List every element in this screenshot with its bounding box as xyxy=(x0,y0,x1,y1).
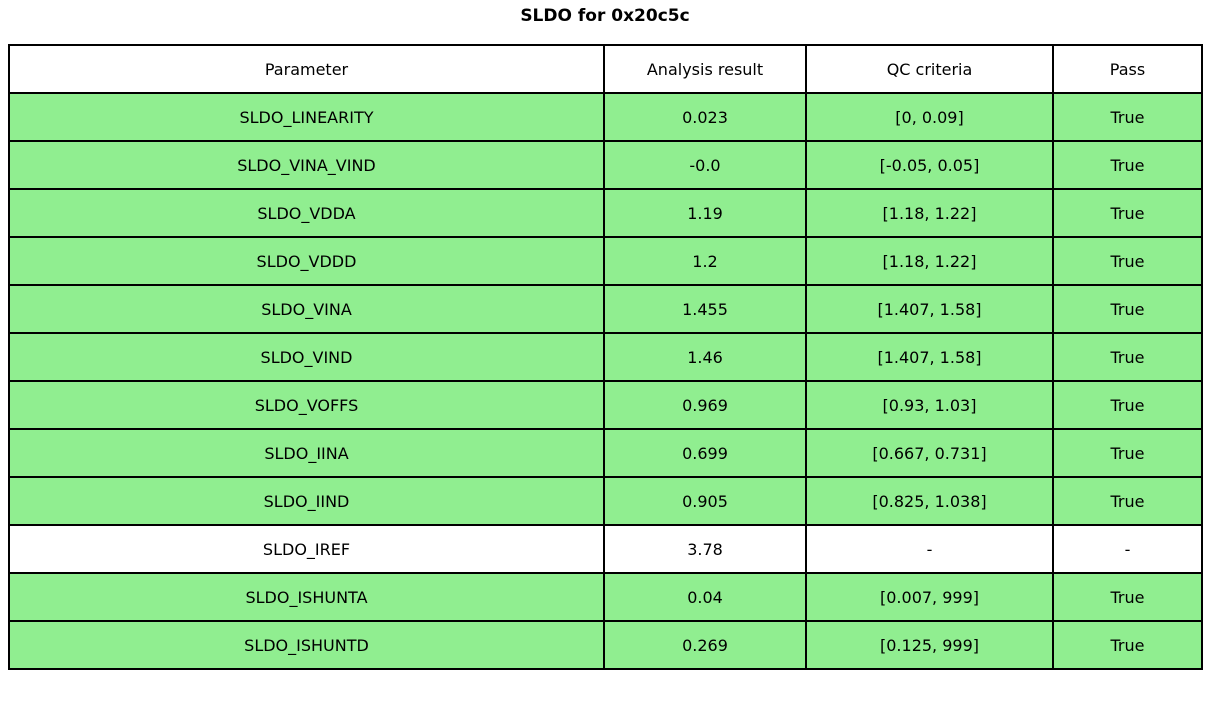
pass-cell: True xyxy=(1052,188,1203,238)
pass-cell: True xyxy=(1052,92,1203,142)
qc-criteria-cell: [1.18, 1.22] xyxy=(805,236,1054,286)
qc-criteria-cell: [0.007, 999] xyxy=(805,572,1054,622)
parameter-cell: SLDO_VINA xyxy=(8,284,605,334)
pass-cell: - xyxy=(1052,524,1203,574)
analysis-result-cell: 0.969 xyxy=(603,380,807,430)
table-body: SLDO_LINEARITY 0.023 [0, 0.09] True SLDO… xyxy=(8,92,1203,670)
table-row: SLDO_VINA_VIND -0.0 [-0.05, 0.05] True xyxy=(8,140,1203,190)
analysis-result-cell: 1.455 xyxy=(603,284,807,334)
parameter-cell: SLDO_IREF xyxy=(8,524,605,574)
analysis-result-cell: 0.023 xyxy=(603,92,807,142)
table-row: SLDO_VINA 1.455 [1.407, 1.58] True xyxy=(8,284,1203,334)
table-row: SLDO_VDDD 1.2 [1.18, 1.22] True xyxy=(8,236,1203,286)
table-row: SLDO_IINA 0.699 [0.667, 0.731] True xyxy=(8,428,1203,478)
analysis-result-cell: -0.0 xyxy=(603,140,807,190)
table-row: SLDO_LINEARITY 0.023 [0, 0.09] True xyxy=(8,92,1203,142)
table-row: SLDO_VOFFS 0.969 [0.93, 1.03] True xyxy=(8,380,1203,430)
parameter-cell: SLDO_VDDD xyxy=(8,236,605,286)
column-header-parameter: Parameter xyxy=(8,44,605,94)
table-row: SLDO_ISHUNTA 0.04 [0.007, 999] True xyxy=(8,572,1203,622)
table-row: SLDO_IREF 3.78 - - xyxy=(8,524,1203,574)
parameter-cell: SLDO_LINEARITY xyxy=(8,92,605,142)
pass-cell: True xyxy=(1052,380,1203,430)
parameter-cell: SLDO_IIND xyxy=(8,476,605,526)
analysis-result-cell: 3.78 xyxy=(603,524,807,574)
pass-cell: True xyxy=(1052,428,1203,478)
qc-criteria-cell: [0.125, 999] xyxy=(805,620,1054,670)
parameter-cell: SLDO_VOFFS xyxy=(8,380,605,430)
parameter-cell: SLDO_VINA_VIND xyxy=(8,140,605,190)
qc-criteria-cell: [0, 0.09] xyxy=(805,92,1054,142)
analysis-result-cell: 0.04 xyxy=(603,572,807,622)
analysis-result-cell: 1.2 xyxy=(603,236,807,286)
pass-cell: True xyxy=(1052,236,1203,286)
analysis-result-cell: 0.905 xyxy=(603,476,807,526)
pass-cell: True xyxy=(1052,476,1203,526)
qc-results-table: Parameter Analysis result QC criteria Pa… xyxy=(8,44,1203,670)
qc-criteria-cell: [1.407, 1.58] xyxy=(805,332,1054,382)
qc-criteria-cell: [0.825, 1.038] xyxy=(805,476,1054,526)
column-header-analysis-result: Analysis result xyxy=(603,44,807,94)
analysis-result-cell: 1.19 xyxy=(603,188,807,238)
parameter-cell: SLDO_IINA xyxy=(8,428,605,478)
parameter-cell: SLDO_ISHUNTA xyxy=(8,572,605,622)
pass-cell: True xyxy=(1052,332,1203,382)
analysis-result-cell: 0.699 xyxy=(603,428,807,478)
pass-cell: True xyxy=(1052,620,1203,670)
pass-cell: True xyxy=(1052,572,1203,622)
column-header-pass: Pass xyxy=(1052,44,1203,94)
qc-criteria-cell: [0.93, 1.03] xyxy=(805,380,1054,430)
table-row: SLDO_VIND 1.46 [1.407, 1.58] True xyxy=(8,332,1203,382)
table-row: SLDO_IIND 0.905 [0.825, 1.038] True xyxy=(8,476,1203,526)
analysis-result-cell: 1.46 xyxy=(603,332,807,382)
table-row: SLDO_ISHUNTD 0.269 [0.125, 999] True xyxy=(8,620,1203,670)
page-title: SLDO for 0x20c5c xyxy=(520,6,690,26)
parameter-cell: SLDO_ISHUNTD xyxy=(8,620,605,670)
pass-cell: True xyxy=(1052,284,1203,334)
pass-cell: True xyxy=(1052,140,1203,190)
qc-criteria-cell: [1.18, 1.22] xyxy=(805,188,1054,238)
table-header: Parameter Analysis result QC criteria Pa… xyxy=(8,44,1203,94)
analysis-result-cell: 0.269 xyxy=(603,620,807,670)
qc-criteria-cell: - xyxy=(805,524,1054,574)
parameter-cell: SLDO_VDDA xyxy=(8,188,605,238)
qc-criteria-cell: [0.667, 0.731] xyxy=(805,428,1054,478)
table-row: SLDO_VDDA 1.19 [1.18, 1.22] True xyxy=(8,188,1203,238)
qc-criteria-cell: [1.407, 1.58] xyxy=(805,284,1054,334)
qc-criteria-cell: [-0.05, 0.05] xyxy=(805,140,1054,190)
parameter-cell: SLDO_VIND xyxy=(8,332,605,382)
table-header-row: Parameter Analysis result QC criteria Pa… xyxy=(8,44,1203,94)
column-header-qc-criteria: QC criteria xyxy=(805,44,1054,94)
